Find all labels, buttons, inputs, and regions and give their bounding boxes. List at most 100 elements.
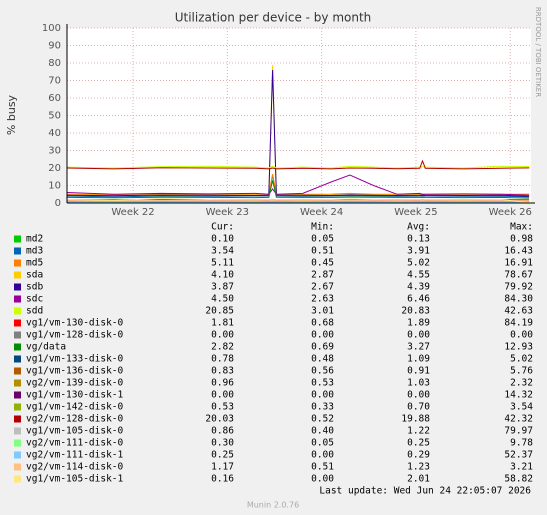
legend-stat: 0.00 [510,330,533,341]
y-tick-label: 0 [55,198,61,209]
legend-stat: 84.30 [504,294,533,305]
legend-stat: 0.10 [211,234,234,245]
legend-stat: 5.11 [211,258,234,269]
legend-stat: 0.53 [311,378,334,389]
legend-stat: 0.52 [311,414,334,425]
legend-label: vg2/vm-111-disk-0 [26,438,124,449]
legend-stat: 2.01 [407,474,430,485]
version: Munin 2.0.76 [247,501,299,510]
legend-header: Cur: [211,222,234,233]
legend-stat: 4.55 [407,270,430,281]
legend-stat: 4.50 [211,294,234,305]
legend-stat: 19.88 [401,414,430,425]
y-tick-label: 70 [48,76,61,87]
legend-stat: 58.82 [504,474,533,485]
legend-stat: 0.33 [311,402,334,413]
legend-header: Max: [510,222,533,233]
legend-label: sdb [26,282,43,293]
legend-stat: 3.54 [211,246,234,257]
legend-stat: 1.09 [407,354,430,365]
legend-swatch [14,319,21,327]
legend-stat: 16.43 [504,246,533,257]
legend-stat: 4.39 [407,282,430,293]
legend-stat: 20.85 [205,306,234,317]
legend-swatch [14,271,21,279]
legend-stat: 0.00 [311,474,334,485]
legend-stat: 78.67 [504,270,533,281]
legend-stat: 5.02 [510,354,533,365]
legend-swatch [14,415,21,423]
y-tick-label: 20 [48,163,61,174]
series-line [66,159,530,170]
legend-stat: 42.32 [504,414,533,425]
legend-stat: 52.37 [504,450,533,461]
legend-stat: 2.63 [311,294,334,305]
legend-stat: 5.02 [407,258,430,269]
legend-stat: 0.30 [211,438,234,449]
legend-swatch [14,367,21,375]
legend-label: vg1/vm-128-disk-0 [26,330,124,341]
legend-label: vg1/vm-136-disk-0 [26,366,124,377]
side-text: RRDTOOL / TOBI OETIKER [534,7,542,97]
legend-stat: 0.00 [311,330,334,341]
legend-stat: 0.00 [407,390,430,401]
legend-stat: 2.67 [311,282,334,293]
legend-label: vg2/vm-111-disk-1 [26,450,124,461]
chart-title: Utilization per device - by month [175,11,372,25]
legend-stat: 0.25 [407,438,430,449]
y-tick-label: 30 [48,146,61,157]
legend-stat: 1.89 [407,318,430,329]
legend-swatch [14,295,21,303]
legend-stat: 0.25 [211,450,234,461]
legend-stat: 14.32 [504,390,533,401]
legend-label: vg1/vm-142-disk-0 [26,402,124,413]
legend-stat: 0.16 [211,474,234,485]
legend-swatch [14,331,21,339]
legend-stat: 0.69 [311,342,334,353]
x-tick-label: Week 24 [300,207,343,218]
x-tick-label: Week 23 [206,207,249,218]
last-update: Last update: Wed Jun 24 22:05:07 2026 [319,486,531,497]
legend-stat: 2.32 [510,378,533,389]
legend-label: sda [26,270,43,281]
legend-stat: 3.91 [407,246,430,257]
legend-label: vg1/vm-133-disk-0 [26,354,124,365]
y-tick-label: 10 [48,181,61,192]
legend-stat: 1.17 [211,462,234,473]
legend-stat: 0.83 [211,366,234,377]
legend-swatch [14,391,21,399]
x-tick-label: Week 25 [394,207,437,218]
legend-swatch [14,403,21,411]
legend-stat: 0.00 [407,330,430,341]
y-tick-label: 90 [48,41,61,52]
legend-swatch [14,355,21,363]
legend-swatch [14,379,21,387]
legend-stat: 9.78 [510,438,533,449]
legend-stat: 0.96 [211,378,234,389]
legend-stat: 0.05 [311,438,334,449]
legend-stat: 3.21 [510,462,533,473]
legend-label: md3 [26,246,43,257]
legend-stat: 0.00 [311,450,334,461]
legend-stat: 0.51 [311,246,334,257]
legend-stat: 1.22 [407,426,430,437]
legend-stat: 0.00 [211,390,234,401]
series-line [66,180,530,199]
y-tick-label: 40 [48,128,61,139]
legend-swatch [14,283,21,291]
legend-stat: 5.76 [510,366,533,377]
legend-stat: 2.82 [211,342,234,353]
y-tick-label: 50 [48,111,61,122]
legend-header: Min: [311,222,334,233]
legend-stat: 0.48 [311,354,334,365]
series-line [66,198,530,204]
legend-stat: 0.56 [311,366,334,377]
legend-label: md5 [26,258,43,269]
legend-swatch [14,259,21,267]
legend-label: vg1/vm-105-disk-0 [26,426,124,437]
legend-stat: 0.70 [407,402,430,413]
legend-stat: 3.01 [311,306,334,317]
y-axis-label: % busy [5,94,18,135]
legend-swatch [14,451,21,459]
